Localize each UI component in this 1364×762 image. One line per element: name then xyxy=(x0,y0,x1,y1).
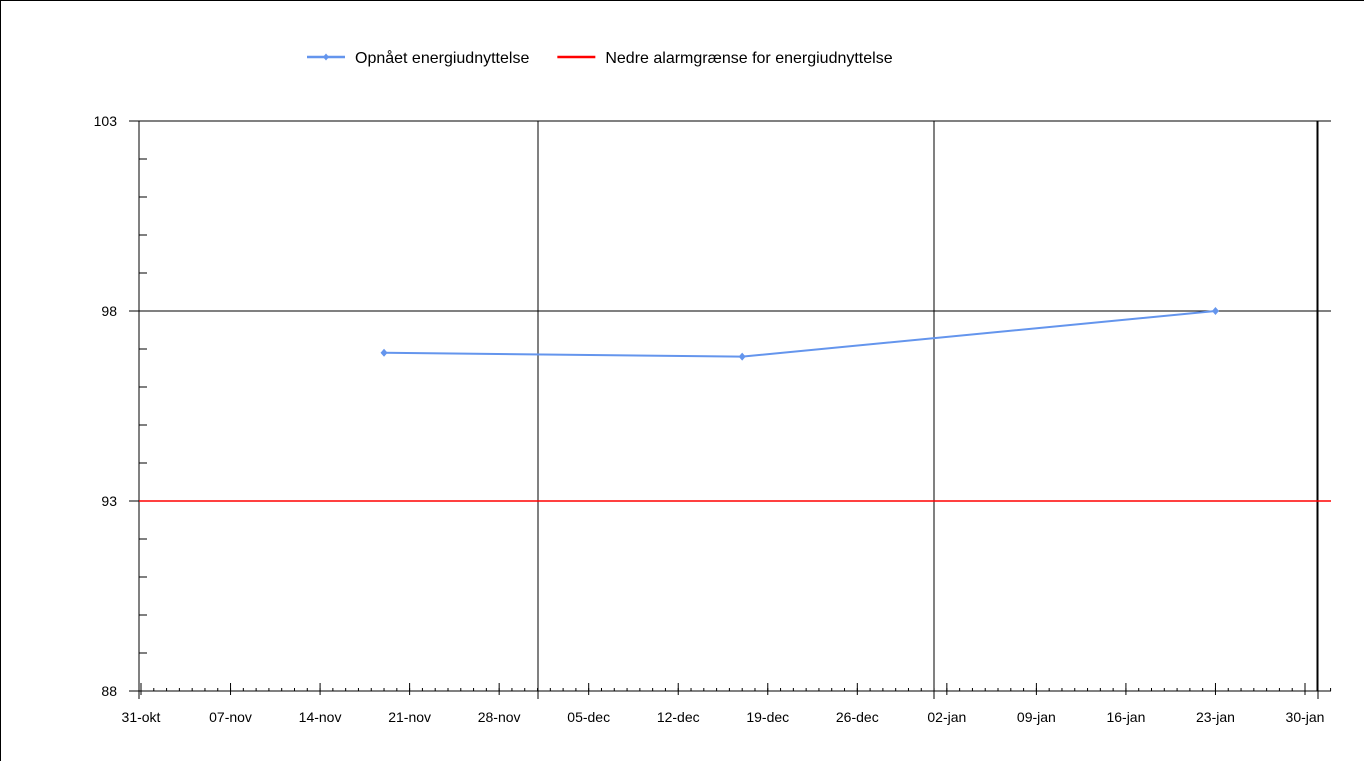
x-tick-label: 28-nov xyxy=(478,709,521,725)
x-tick-label: 30-jan xyxy=(1286,709,1325,725)
legend-label: Opnået energiudnyttelse xyxy=(355,49,529,67)
legend-item: Nedre alarmgrænse for energiudnyttelse xyxy=(557,50,892,67)
chart-legend: Opnået energiudnyttelse Nedre alarmgrænse… xyxy=(307,49,893,67)
chart-gridlines xyxy=(129,121,1331,699)
y-tick-label: 93 xyxy=(101,493,117,509)
x-tick-label: 21-nov xyxy=(388,709,431,725)
y-tick-label: 103 xyxy=(94,113,118,129)
data-point-marker xyxy=(1212,307,1219,315)
series-line-energy xyxy=(384,311,1216,357)
x-tick-label: 16-jan xyxy=(1106,709,1145,725)
chart-series xyxy=(139,307,1331,501)
x-tick-label: 19-dec xyxy=(746,709,789,725)
legend-marker xyxy=(323,54,329,61)
x-tick-label: 26-dec xyxy=(836,709,879,725)
x-tick-label: 23-jan xyxy=(1196,709,1235,725)
chart-axes xyxy=(129,121,1331,699)
legend-item: Opnået energiudnyttelse xyxy=(307,49,529,67)
x-tick-label: 09-jan xyxy=(1017,709,1056,725)
x-tick-label: 14-nov xyxy=(299,709,342,725)
legend-label: Nedre alarmgrænse for energiudnyttelse xyxy=(605,50,892,67)
data-point-marker xyxy=(739,353,746,361)
x-tick-label: 05-dec xyxy=(567,709,610,725)
x-tick-label: 02-jan xyxy=(927,709,966,725)
y-tick-label: 98 xyxy=(101,303,117,319)
y-tick-label: 88 xyxy=(101,683,117,699)
x-tick-label: 07-nov xyxy=(209,709,252,725)
chart-tick-labels: 88 93 98 103 31-okt 07-nov 14-nov 21-nov 28-nov 0… xyxy=(94,113,1325,725)
data-point-marker xyxy=(381,349,388,357)
x-tick-label: 31-okt xyxy=(122,709,161,725)
x-tick-label: 12-dec xyxy=(657,709,700,725)
